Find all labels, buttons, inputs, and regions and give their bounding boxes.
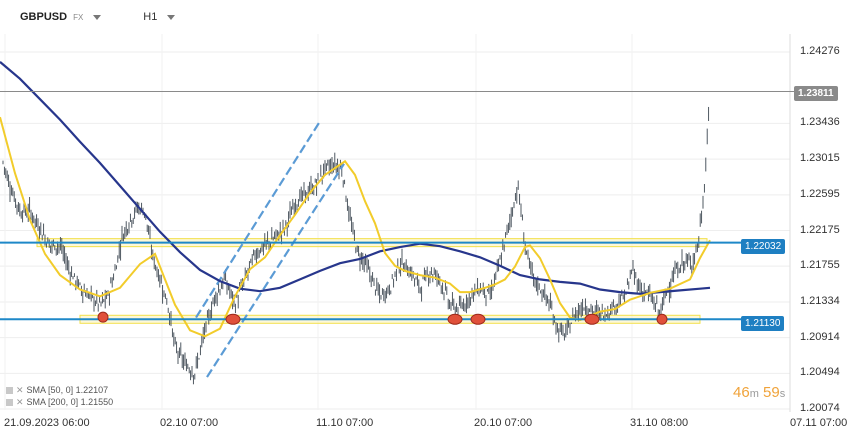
timeframe-dropdown-icon[interactable] [167,14,176,20]
time-axis-label: 21.09.2023 06:00 [4,417,90,429]
price-axis-label: 1.24276 [800,45,840,57]
upper-level-tag[interactable]: 1.22032 [741,239,786,254]
countdown-m-unit: m [749,388,759,400]
time-axis-label: 31.10 08:00 [630,417,689,429]
price-axis-label: 1.23015 [800,152,840,165]
instrument-type-label: FX [73,12,84,22]
indicator-legend: ✕ SMA [50, 0] 1.22107 ✕ SMA [200, 0] 1.2… [6,384,113,408]
time-axis-label: 02.10 07:00 [160,417,219,429]
touch-marker [470,313,486,325]
touch-marker [584,313,600,325]
remove-indicator-icon[interactable]: ✕ [16,385,24,395]
sma50-label: SMA [50, 0] 1.22107 [26,385,109,395]
current-price-tag: 1.23811 [794,86,838,101]
indicator-settings-icon[interactable] [6,386,13,394]
channel-upper-line [195,120,321,319]
legend-sma200[interactable]: ✕ SMA [200, 0] 1.21550 [6,396,113,408]
remove-indicator-icon[interactable]: ✕ [16,397,24,407]
price-axis-label: 1.23436 [800,116,840,129]
touch-marker [656,313,668,325]
chart-header: GBPUSD FX H1 [0,0,790,34]
legend-sma50[interactable]: ✕ SMA [50, 0] 1.22107 [6,384,113,396]
symbol-label[interactable]: GBPUSD [20,11,68,23]
time-axis-label: 20.10 07:00 [474,417,533,429]
touch-markers [97,311,668,325]
price-axis-label: 1.21334 [800,294,840,307]
sma50-line [0,116,711,338]
sma200-label: SMA [200, 0] 1.21550 [26,397,114,407]
price-axis-label: 1.22595 [800,187,840,200]
trend-channel[interactable] [195,120,345,378]
countdown-seconds: 59 [763,384,780,401]
time-axis-label: 11.10 07:00 [316,417,374,429]
symbol-dropdown-icon[interactable] [93,14,102,20]
chart-grid [0,34,791,412]
sma200-line [0,61,711,295]
horizontal-level-lines[interactable] [0,91,794,321]
timeframe-label[interactable]: H1 [143,11,158,23]
candle-countdown: 46m 59s [733,384,785,401]
channel-lower-line [206,163,345,378]
price-axis-label: 1.22175 [800,223,840,236]
touch-marker [447,313,463,325]
touch-marker [225,313,241,325]
countdown-s-unit: s [779,388,786,400]
lower-level-tag[interactable]: 1.21130 [741,316,785,331]
indicator-settings-icon[interactable] [6,398,13,406]
price-axis-label: 1.20494 [800,366,840,379]
touch-marker [97,311,109,323]
price-axis-label: 1.21755 [800,259,840,272]
price-axis-label: 1.20914 [800,330,840,343]
time-axis-label: 07.11 07:00 [790,417,848,429]
price-axis-label: 1.20074 [800,402,840,414]
countdown-minutes: 46 [733,384,750,401]
